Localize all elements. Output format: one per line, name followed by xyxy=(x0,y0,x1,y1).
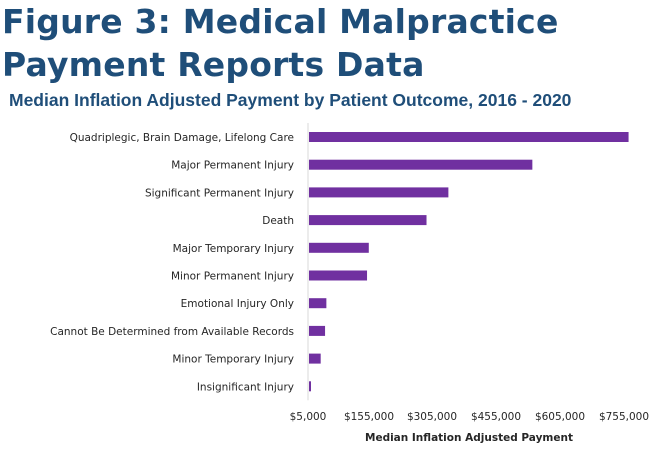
x-tick-label: $755,000 xyxy=(599,411,649,423)
figure-title: Figure 3: Medical Malpractice Payment Re… xyxy=(2,2,559,84)
x-tick-labels: $5,000 $155,000 $305,000 $455,000 $605,000 $7… xyxy=(290,411,649,423)
x-tick-label: $455,000 xyxy=(471,411,521,423)
chart-subtitle: Median Inflation Adjusted Payment by Pat… xyxy=(9,90,572,110)
bar xyxy=(309,159,533,170)
bar xyxy=(309,132,629,142)
category-label: Minor Temporary Injury xyxy=(172,354,294,366)
category-label: Major Permanent Injury xyxy=(171,160,294,172)
bar xyxy=(309,298,327,309)
x-tick-label: $305,000 xyxy=(407,411,457,423)
bar xyxy=(309,215,427,226)
bar xyxy=(309,187,449,198)
x-tick-label: $155,000 xyxy=(344,411,394,423)
x-tick-label: $5,000 xyxy=(290,411,327,423)
category-label: Minor Permanent Injury xyxy=(171,271,294,283)
category-label: Emotional Injury Only xyxy=(181,298,294,310)
category-label: Insignificant Injury xyxy=(197,381,294,393)
bar xyxy=(309,270,368,281)
x-axis-title: Median Inflation Adjusted Payment xyxy=(365,432,573,444)
bar xyxy=(309,353,321,364)
bar xyxy=(309,325,326,336)
bar xyxy=(309,242,369,253)
bar xyxy=(309,381,311,392)
x-tick-label: $605,000 xyxy=(535,411,585,423)
category-label: Cannot Be Determined from Available Reco… xyxy=(50,326,294,338)
bars-group xyxy=(309,132,629,392)
category-label: Significant Permanent Injury xyxy=(145,187,294,199)
category-label: Death xyxy=(262,215,294,227)
category-label: Quadriplegic, Brain Damage, Lifelong Car… xyxy=(70,132,294,144)
category-labels: Quadriplegic, Brain Damage, Lifelong Car… xyxy=(50,132,294,393)
category-label: Major Temporary Injury xyxy=(173,243,294,255)
